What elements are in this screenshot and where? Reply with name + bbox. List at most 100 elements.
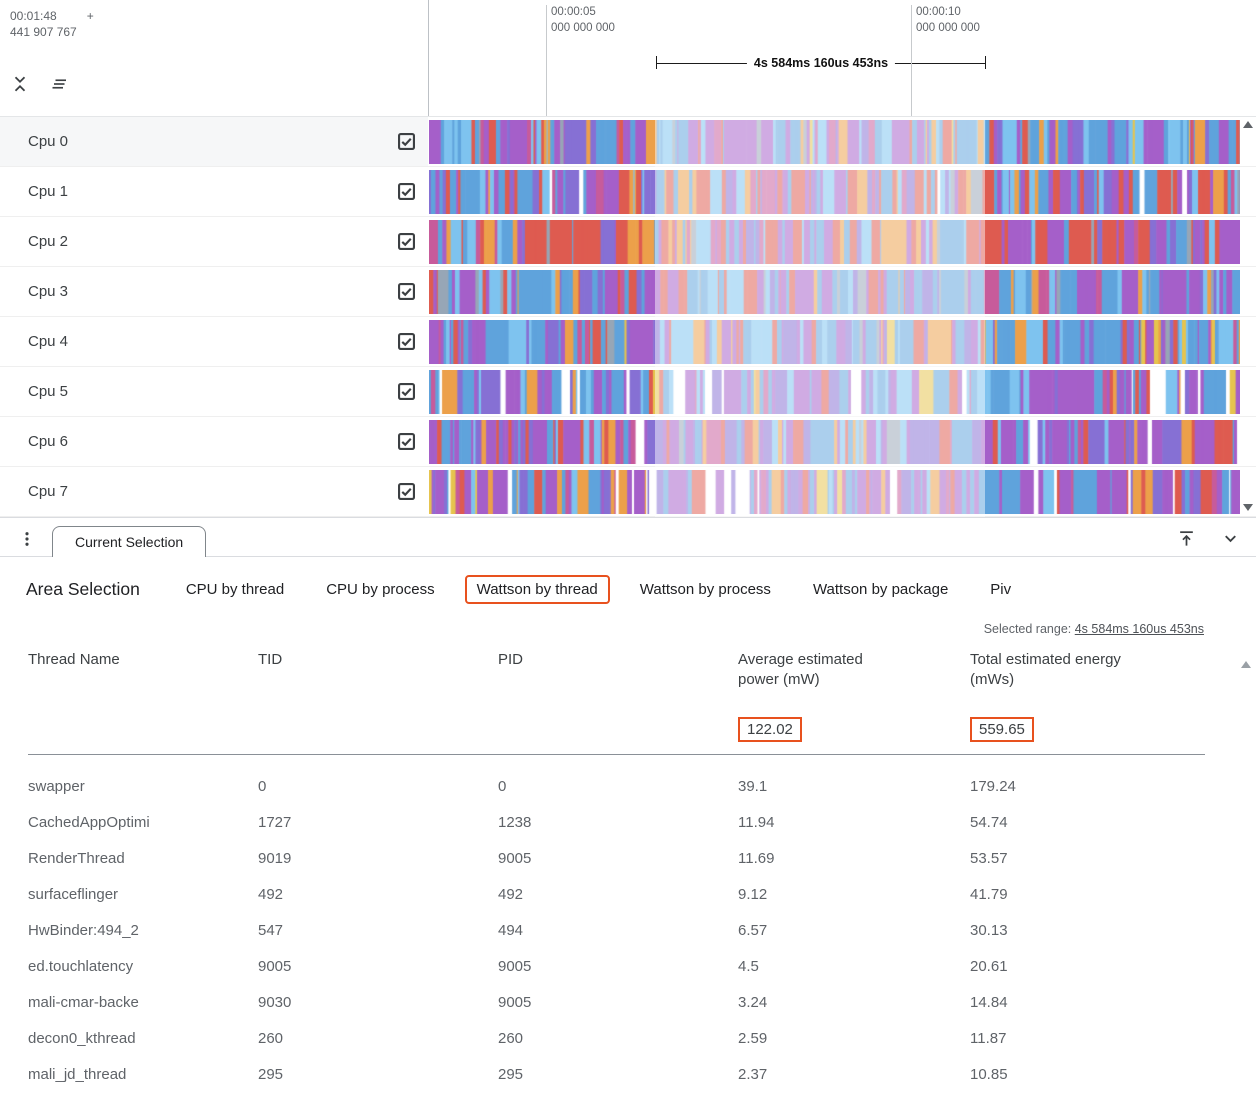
table-cell: 41.79 xyxy=(970,886,1008,903)
timeline-ruler[interactable]: 4s 584ms 160us 453ns 00:00:05 000 000 00… xyxy=(428,0,1240,116)
table-row[interactable]: mali-cmar-backe 9030 9005 3.24 14.84 xyxy=(28,985,1256,1021)
timeline-left-pane: 00:01:48 + 441 907 767 xyxy=(0,0,428,116)
scroll-up-icon[interactable] xyxy=(1242,121,1253,128)
table-row[interactable]: ed.touchlatency 9005 9005 4.5 20.61 xyxy=(28,949,1256,985)
table-row[interactable]: HwBinder:494_2 547 494 6.57 30.13 xyxy=(28,913,1256,949)
tab-menu-icon[interactable] xyxy=(18,529,36,549)
tick-label: 00:00:10 000 000 000 xyxy=(916,4,980,36)
table-row[interactable]: RenderThread 9019 9005 11.69 53.57 xyxy=(28,841,1256,877)
track-label[interactable]: Cpu 6 xyxy=(28,433,69,450)
track-label-cell: Cpu 1 xyxy=(0,167,428,216)
track-slices-canvas[interactable] xyxy=(429,220,1240,264)
tab-current-selection[interactable]: Current Selection xyxy=(52,526,207,557)
cpu-track-row: Cpu 6 xyxy=(0,417,1256,467)
collapse-all-tracks-icon[interactable] xyxy=(10,74,30,94)
cpu-track-row: Cpu 5 xyxy=(0,367,1256,417)
panel-tab[interactable]: Piv xyxy=(990,581,1012,598)
summary-total-energy: 559.65 xyxy=(970,716,1034,742)
selection-range-bracket: 4s 584ms 160us 453ns xyxy=(656,55,986,70)
track-label[interactable]: Cpu 3 xyxy=(28,283,69,300)
timeline-tick: 00:00:05 000 000 000 xyxy=(546,5,615,116)
dock-to-top-icon[interactable] xyxy=(1176,528,1196,548)
clock-time: 00:01:48 xyxy=(10,9,57,23)
track-label[interactable]: Cpu 2 xyxy=(28,233,69,250)
panel-tab[interactable]: CPU by process xyxy=(326,581,435,598)
track-checkbox-icon[interactable] xyxy=(398,383,415,400)
panel-tabs: Area Selection CPU by thread CPU by proc… xyxy=(0,557,1256,612)
table-row[interactable]: swapper 0 0 39.1 179.24 xyxy=(28,769,1256,805)
table-row[interactable]: surfaceflinger 492 492 9.12 41.79 xyxy=(28,877,1256,913)
panel-title: Area Selection xyxy=(26,579,140,599)
details-panel: Area Selection CPU by thread CPU by proc… xyxy=(0,557,1256,1118)
clock-nanos: 441 907 767 xyxy=(10,25,77,40)
track-checkbox-icon[interactable] xyxy=(398,483,415,500)
track-rows: Cpu 0 Cpu 1 Cpu 2 xyxy=(0,117,1256,517)
table-scroll-up-icon[interactable] xyxy=(1241,644,1251,668)
scroll-down-icon[interactable] xyxy=(1242,504,1253,511)
table-row[interactable]: CachedAppOptimi 1727 1238 11.94 54.74 xyxy=(28,805,1256,841)
table-cell: RenderThread xyxy=(28,850,125,867)
track-checkbox-icon[interactable] xyxy=(398,433,415,450)
track-label[interactable]: Cpu 1 xyxy=(28,183,69,200)
track-label[interactable]: Cpu 0 xyxy=(28,133,69,150)
table-cell: 9005 xyxy=(498,850,532,867)
timeline-tick: 00:00:10 000 000 000 xyxy=(911,5,980,116)
track-slices-canvas[interactable] xyxy=(429,420,1240,464)
track-slices-canvas[interactable] xyxy=(429,170,1240,214)
table-cell: 14.84 xyxy=(970,994,1008,1011)
track-label[interactable]: Cpu 5 xyxy=(28,383,69,400)
table-cell: 547 xyxy=(258,922,284,939)
track-label-cell: Cpu 3 xyxy=(0,267,428,316)
sort-tracks-icon[interactable] xyxy=(50,74,70,94)
cpu-track-row: Cpu 1 xyxy=(0,167,1256,217)
track-slices-canvas[interactable] xyxy=(429,470,1240,514)
tick-time-label: 00:00:05 xyxy=(551,6,596,18)
table-cell: ed.touchlatency xyxy=(28,958,134,975)
col-avg-power: Average estimated power (mW) xyxy=(738,651,863,689)
tracks-scrollbar[interactable] xyxy=(1240,121,1255,511)
track-slices-canvas[interactable] xyxy=(429,370,1240,414)
table-cell: 4.5 xyxy=(738,958,759,975)
collapse-panel-icon[interactable] xyxy=(1220,528,1240,548)
panel-tab[interactable]: CPU by thread xyxy=(185,581,285,598)
track-checkbox-icon[interactable] xyxy=(398,283,415,300)
table-row[interactable]: decon0_kthread 260 260 2.59 11.87 xyxy=(28,1021,1256,1057)
track-slices-canvas[interactable] xyxy=(429,120,1240,164)
track-label-cell: Cpu 5 xyxy=(0,367,428,416)
table-cell: 9005 xyxy=(498,994,532,1011)
table-cell: 0 xyxy=(258,778,267,795)
selected-range-line: Selected range: 4s 584ms 160us 453ns xyxy=(0,622,1256,636)
table-cell: 260 xyxy=(258,1030,284,1047)
details-tabbar: Current Selection xyxy=(0,517,1256,557)
track-label[interactable]: Cpu 7 xyxy=(28,483,69,500)
panel-tab[interactable]: Wattson by process xyxy=(639,581,771,598)
table-body: swapper 0 0 39.1 179.24 CachedAppOptimi … xyxy=(28,769,1256,1093)
track-checkbox-icon[interactable] xyxy=(398,233,415,250)
track-slices-canvas[interactable] xyxy=(429,270,1240,314)
track-checkbox-icon[interactable] xyxy=(398,183,415,200)
track-checkbox-icon[interactable] xyxy=(398,333,415,350)
panel-tab[interactable]: Wattson by package xyxy=(812,581,949,598)
track-checkbox-icon[interactable] xyxy=(398,133,415,150)
cpu-track-row: Cpu 2 xyxy=(0,217,1256,267)
selected-range-value[interactable]: 4s 584ms 160us 453ns xyxy=(1074,622,1204,636)
cpu-track-row: Cpu 4 xyxy=(0,317,1256,367)
table-summary-row: 122.02 559.65 xyxy=(28,716,1256,742)
wattson-table: Thread Name TID PID Average estimated po… xyxy=(0,650,1256,1093)
table-cell: 295 xyxy=(498,1066,524,1083)
table-cell: 492 xyxy=(258,886,284,903)
table-row[interactable]: mali_jd_thread 295 295 2.37 10.85 xyxy=(28,1057,1256,1093)
summary-divider xyxy=(28,753,1205,755)
track-label[interactable]: Cpu 4 xyxy=(28,333,69,350)
table-cell: 6.57 xyxy=(738,922,768,939)
table-header-row: Thread Name TID PID Average estimated po… xyxy=(28,650,1256,691)
timeline-header: 00:01:48 + 441 907 767 4s 584ms 160us xyxy=(0,0,1256,117)
tick-time-label: 00:00:10 xyxy=(916,6,961,18)
tick-sub-label: 000 000 000 xyxy=(916,22,980,35)
table-cell: 9019 xyxy=(258,850,292,867)
table-cell: HwBinder:494_2 xyxy=(28,922,139,939)
panel-tab[interactable]: Wattson by thread xyxy=(464,575,610,604)
col-thread-name: Thread Name xyxy=(28,651,120,668)
tick-sub-label: 000 000 000 xyxy=(551,22,615,35)
track-slices-canvas[interactable] xyxy=(429,320,1240,364)
